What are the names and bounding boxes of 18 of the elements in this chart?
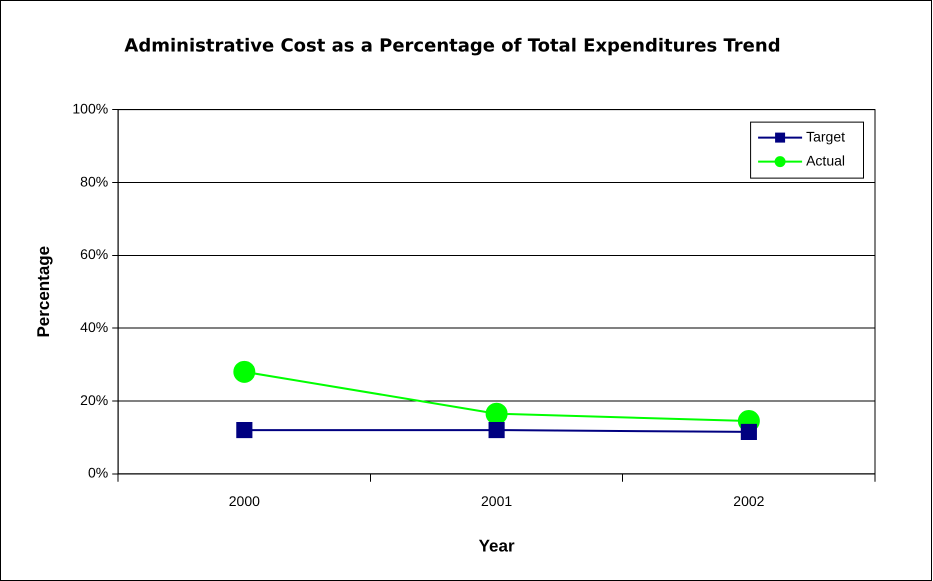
legend-label: Actual [806, 152, 846, 168]
y-axis-title: Percentage [34, 246, 53, 338]
point [488, 422, 505, 438]
x-tick-label: 2002 [733, 493, 765, 510]
y-tick-label: 40% [80, 318, 108, 335]
y-tick-label: 0% [88, 464, 108, 481]
y-tick-label: 60% [80, 246, 108, 262]
y-tick-label: 80% [80, 173, 108, 190]
point [233, 360, 256, 383]
y-tick-label: 20% [80, 392, 108, 408]
x-axis-title: Year [478, 536, 515, 556]
point [740, 424, 757, 440]
y-tick-label: 100% [72, 100, 108, 116]
x-tick-label: 2001 [481, 493, 512, 510]
point [236, 422, 252, 438]
x-tick-label: 2000 [228, 493, 260, 510]
legend-label: Target [806, 128, 846, 144]
chart-title: Administrative Cost as a Percentage of Total Expenditures Trend [124, 35, 781, 56]
